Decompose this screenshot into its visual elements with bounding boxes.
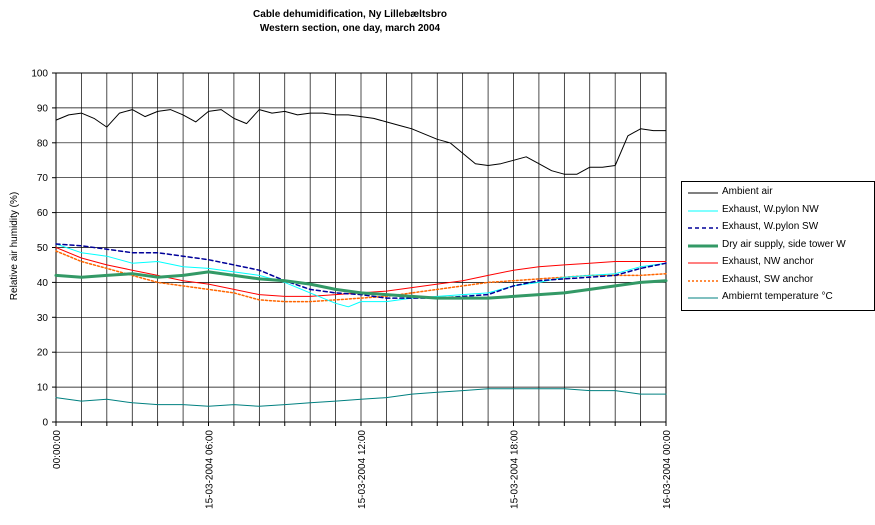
- legend-item: Exhaust, SW anchor: [682, 274, 875, 288]
- legend-swatch: [688, 297, 718, 299]
- chart-legend: Ambient air Exhaust, W.pylon NW Exhaust, W…: [681, 181, 875, 311]
- y-tick-label: 60: [37, 208, 49, 219]
- legend-label: Ambient air: [722, 186, 773, 197]
- legend-item: Ambiernt temperature °C: [682, 291, 875, 305]
- y-tick-label: 10: [37, 383, 49, 394]
- y-tick-label: 70: [37, 173, 49, 184]
- legend-swatch: [688, 210, 718, 211]
- series-line-ambient-air: [55, 109, 667, 175]
- legend-label: Exhaust, SW anchor: [722, 273, 814, 285]
- legend-item: Ambient air: [682, 186, 875, 200]
- legend-item: Dry air supply, side tower W: [682, 239, 875, 253]
- y-tick-label: 30: [37, 313, 49, 324]
- y-tick-label: 90: [37, 103, 49, 114]
- series-line-ambiernt-temperature-c: [55, 388, 667, 407]
- chart-subtitle: Western section, one day, march 2004: [259, 23, 441, 34]
- legend-item: Exhaust, W.pylon NW: [682, 204, 875, 218]
- y-tick-label: 0: [42, 418, 48, 429]
- legend-swatch: [688, 279, 718, 282]
- x-tick-label: 15-03-2004 06:00: [205, 430, 216, 509]
- legend-label: Dry air supply, side tower W: [722, 238, 846, 250]
- y-axis-label: Relative air humidity (%): [9, 192, 20, 300]
- grid-lines: [55, 72, 667, 423]
- y-tick-labels: 0 10 20 30 40 50 60 70 80 90 100: [31, 69, 48, 429]
- y-tick-label: 40: [37, 278, 49, 289]
- legend-label: Ambiernt temperature °C: [722, 291, 833, 302]
- legend-swatch: [688, 262, 718, 264]
- y-tick-label: 50: [37, 243, 49, 254]
- x-tick-label: 16-03-2004 00:00: [662, 430, 673, 509]
- series-line-exhaust-w-pylon-sw: [55, 243, 667, 299]
- data-series: [54, 109, 668, 407]
- legend-label: Exhaust, W.pylon NW: [722, 203, 819, 215]
- x-tick-label: 15-03-2004 12:00: [357, 430, 368, 509]
- axes: [52, 72, 667, 426]
- legend-item: Exhaust, NW anchor: [682, 256, 875, 270]
- x-tick-label: 00:00:00: [52, 430, 63, 469]
- legend-swatch: [688, 244, 718, 247]
- legend-item: Exhaust, W.pylon SW: [682, 221, 875, 235]
- legend-label: Exhaust, NW anchor: [722, 256, 814, 267]
- legend-swatch: [688, 227, 718, 229]
- y-tick-label: 80: [37, 138, 49, 149]
- y-tick-label: 20: [37, 348, 49, 359]
- x-tick-labels: 00:00:00 15-03-2004 06:00 15-03-2004 12:00…: [52, 430, 673, 509]
- series-line-dry-air-supply-side-tower-w: [54, 270, 668, 300]
- legend-label: Exhaust, W.pylon SW: [722, 221, 819, 232]
- chart-title: Cable dehumidification, Ny Lillebæltsbro: [253, 9, 447, 20]
- legend-swatch: [688, 192, 718, 194]
- series-line-exhaust-w-pylon-nw: [55, 243, 667, 308]
- y-tick-label: 100: [31, 69, 48, 80]
- x-tick-label: 15-03-2004 18:00: [510, 430, 521, 509]
